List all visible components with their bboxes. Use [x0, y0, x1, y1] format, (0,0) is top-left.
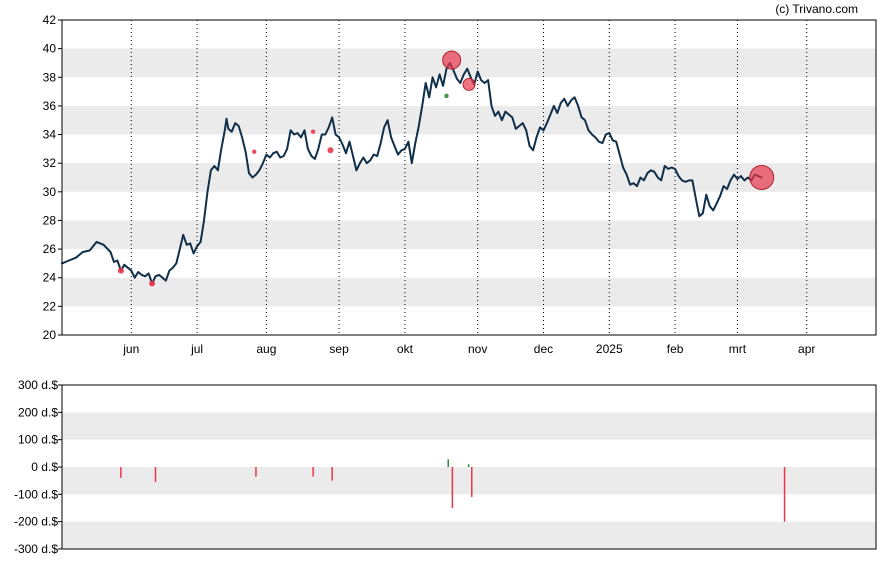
dividend-y-tick-label: 100 d.$ — [18, 433, 58, 447]
price-y-tick-label: 38 — [43, 70, 57, 84]
event-marker — [252, 149, 257, 154]
dividend-bar — [255, 467, 257, 477]
price-y-tick-label: 40 — [43, 42, 57, 56]
price-y-tick-label: 32 — [43, 156, 57, 170]
x-tick-label: nov — [468, 342, 487, 356]
event-marker — [327, 147, 334, 154]
event-marker — [149, 280, 156, 287]
price-y-tick-label: 42 — [43, 13, 57, 27]
price-grid-band — [62, 105, 876, 135]
x-tick-label: jun — [122, 342, 139, 356]
price-panel: jun jul aug sep okt nov dec 2025 feb mrt apr 20 22 24… — [43, 13, 877, 356]
x-tick-label: apr — [798, 342, 815, 356]
event-marker — [442, 50, 462, 70]
dividend-plot-frame — [61, 384, 877, 550]
dividend-grid-band — [62, 521, 876, 549]
dividend-bar — [471, 467, 473, 498]
dividend-bar — [120, 467, 122, 478]
price-y-tick-label: 24 — [43, 271, 57, 285]
dividend-bar — [467, 464, 470, 467]
price-y-tick-label: 30 — [43, 185, 57, 199]
dividend-bar — [154, 467, 157, 483]
price-y-tick-label: 22 — [43, 299, 57, 313]
price-line — [61, 62, 763, 285]
dividend-grid-band — [62, 412, 876, 440]
event-marker — [444, 93, 449, 99]
price-grid-band — [62, 277, 876, 307]
dividend-bar — [312, 467, 314, 477]
x-tick-label: okt — [397, 342, 414, 356]
price-y-tick-label: 26 — [43, 242, 57, 256]
dividend-bar — [451, 467, 454, 508]
event-marker — [462, 77, 476, 91]
dividend-y-tick-label: -300 d.$ — [14, 542, 58, 556]
dividend-y-tick-label: -100 d.$ — [14, 487, 58, 501]
price-plot-frame — [61, 19, 877, 336]
x-tick-label: dec — [534, 342, 553, 356]
price-y-tick-label: 34 — [43, 128, 57, 142]
dividend-bar — [331, 467, 333, 481]
dividend-bar — [447, 459, 449, 467]
price-y-tick-label: 36 — [43, 99, 57, 113]
price-y-tick-label: 28 — [43, 213, 57, 227]
x-tick-label: sep — [329, 342, 349, 356]
x-tick-label: mrt — [729, 342, 747, 356]
dividend-y-tick-label: -200 d.$ — [14, 515, 58, 529]
dividend-y-tick-label: 0 d.$ — [31, 460, 58, 474]
dividend-bar — [783, 467, 786, 522]
x-tick-label: 2025 — [596, 342, 623, 356]
dividend-y-tick-label: 300 d.$ — [18, 378, 58, 392]
event-marker — [117, 267, 124, 274]
x-tick-label: jul — [190, 342, 203, 356]
credit-label: (c) Trivano.com — [775, 2, 858, 16]
x-tick-label: aug — [256, 342, 276, 356]
event-marker — [310, 129, 316, 134]
dividend-grid-band — [62, 467, 876, 495]
x-tick-label: feb — [667, 342, 684, 356]
dividend-panel: -300 d.$ -200 d.$ -100 d.$ 0 d.$ 100 d.$ 200 … — [14, 378, 877, 556]
event-marker — [749, 165, 775, 190]
price-y-tick-label: 20 — [43, 328, 57, 342]
dividend-y-tick-label: 200 d.$ — [18, 405, 58, 419]
